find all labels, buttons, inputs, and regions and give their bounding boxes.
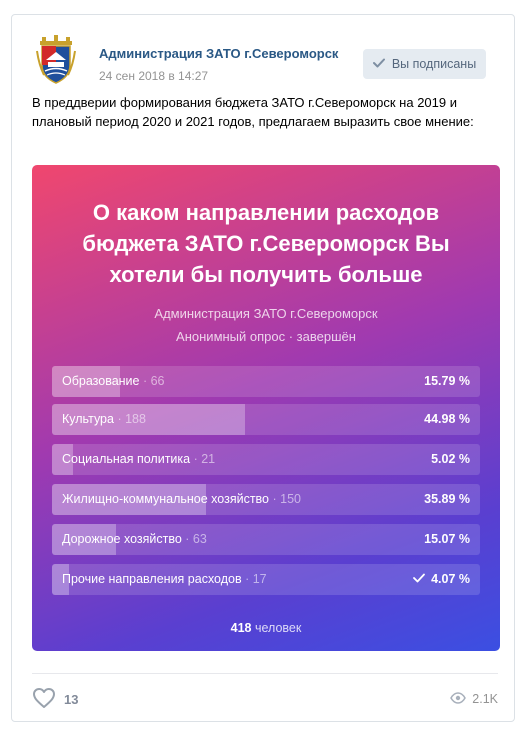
poll-total-unit: человек xyxy=(254,621,302,635)
poll-answer-fill xyxy=(52,404,245,435)
subscribed-label: Вы подписаны xyxy=(391,57,477,71)
check-icon xyxy=(372,57,385,71)
poll-answer[interactable]: Жилищно-коммунальное хозяйство · 150 35.… xyxy=(52,484,480,515)
poll-widget: О каком направлении расходов бюджета ЗАТ… xyxy=(32,165,500,651)
poll-answer-percent: 15.07 % xyxy=(424,532,470,546)
poll-answer-label: Образование · 66 xyxy=(62,374,165,388)
poll-answer-percent: 35.89 % xyxy=(424,492,470,506)
poll-answer-label: Дорожное хозяйство · 63 xyxy=(62,532,207,546)
views-counter: 2.1K xyxy=(450,687,498,711)
post-date[interactable]: 24 сен 2018 в 14:27 xyxy=(99,69,209,83)
poll-answer-text: Социальная политика xyxy=(62,452,191,466)
poll-answer-count: 63 xyxy=(192,532,207,546)
poll-answer-count: 21 xyxy=(201,452,216,466)
poll-status: Анонимный опрос · завершён xyxy=(176,329,356,344)
poll-answer-fill xyxy=(52,366,120,397)
poll-answer-label: Прочие направления расходов · 17 xyxy=(62,572,267,586)
eye-icon xyxy=(450,691,467,707)
poll-answer[interactable]: Прочие направления расходов · 17 4.07 % xyxy=(52,564,480,595)
poll-answer-label: Культура · 188 xyxy=(62,412,146,426)
poll-title: О каком направлении расходов бюджета ЗАТ… xyxy=(82,200,450,287)
poll-answer-fill xyxy=(52,564,70,595)
poll-answer-text: Жилищно-коммунальное хозяйство xyxy=(62,492,270,506)
poll-answer-count: 150 xyxy=(280,492,301,506)
poll-author[interactable]: Администрация ЗАТО г.Североморск xyxy=(154,306,378,321)
poll-answer[interactable]: Социальная политика · 21 5.02 % xyxy=(52,444,480,475)
poll-answer-count: 17 xyxy=(252,572,267,586)
poll-answer-fill xyxy=(52,444,74,475)
poll-answer-text: Прочие направления расходов xyxy=(62,572,242,586)
poll-answer[interactable]: Культура · 188 44.98 % xyxy=(52,404,480,435)
poll-answer-percent: 4.07 % xyxy=(431,572,470,586)
post-header: Администрация ЗАТО г.Североморск 24 сен … xyxy=(32,29,498,89)
views-count: 2.1K xyxy=(472,692,498,706)
heart-icon xyxy=(32,687,56,712)
coat-of-arms-logo[interactable] xyxy=(36,35,76,85)
post-card: Администрация ЗАТО г.Североморск 24 сен … xyxy=(11,14,515,722)
poll-answer-text: Культура xyxy=(62,412,114,426)
poll-answer-percent: 15.79 % xyxy=(424,374,470,388)
poll-answer-fill xyxy=(52,484,206,515)
poll-answer-percent-wrap: 4.07 % xyxy=(413,572,470,586)
voted-check-icon xyxy=(413,572,425,586)
like-button[interactable]: 13 xyxy=(32,687,78,711)
poll-answer-label: Жилищно-коммунальное хозяйство · 150 xyxy=(62,492,301,506)
poll-answer-count: 188 xyxy=(125,412,146,426)
poll-answer-text: Образование xyxy=(62,374,140,388)
footer-divider xyxy=(32,673,498,674)
poll-answer-percent: 44.98 % xyxy=(424,412,470,426)
likes-count: 13 xyxy=(64,691,79,707)
poll-total-count: 418 xyxy=(230,621,252,635)
poll-answer-text: Дорожное хозяйство xyxy=(62,532,182,546)
poll-answer-label: Социальная политика · 21 xyxy=(62,452,216,466)
poll-answer[interactable]: Образование · 66 15.79 % xyxy=(52,366,480,397)
poll-answer-percent: 5.02 % xyxy=(431,452,470,466)
poll-answer-fill xyxy=(52,524,117,555)
post-text: В преддверии формирования бюджета ЗАТО г… xyxy=(32,95,474,129)
poll-answer-count: 66 xyxy=(150,374,165,388)
subscribed-button[interactable]: Вы подписаны xyxy=(363,49,486,79)
poll-total[interactable]: 418 человек xyxy=(32,621,500,635)
poll-answer[interactable]: Дорожное хозяйство · 63 15.07 % xyxy=(52,524,480,555)
author-name-link[interactable]: Администрация ЗАТО г.Североморск xyxy=(99,46,339,61)
